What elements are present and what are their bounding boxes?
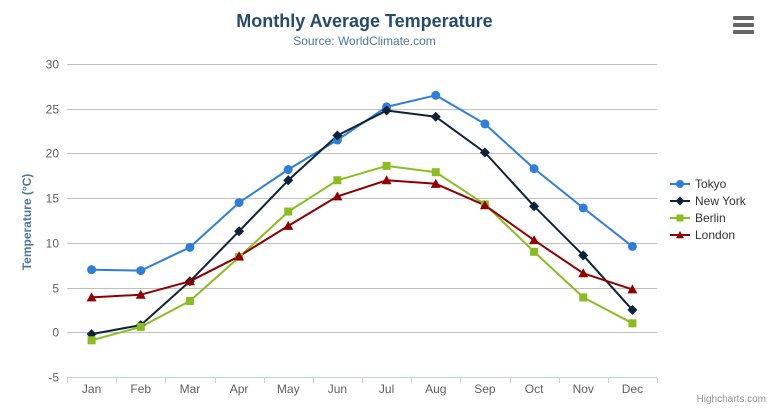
legend-marker-shape[interactable] (676, 214, 684, 221)
data-point-tokyo[interactable] (480, 119, 490, 129)
data-point-new-york[interactable] (578, 250, 589, 261)
data-point-berlin[interactable] (136, 322, 145, 331)
data-points (86, 90, 638, 345)
x-axis-tick-label: Jul (379, 382, 394, 396)
x-axis-tick-label: May (277, 382, 300, 396)
series-line-new-york[interactable] (90, 109, 634, 336)
data-point-berlin[interactable] (284, 207, 293, 216)
circle-legend-marker-icon (670, 179, 690, 188)
credits-link[interactable]: Highcharts.com (696, 394, 766, 405)
legend-label: Tokyo (695, 176, 727, 191)
data-point-london[interactable] (332, 191, 343, 201)
x-axis-tick-label: Jun (328, 382, 347, 396)
axis-labels: -5 0 5 10 15 20 25 30 Jan Feb Mar Apr May Jun Jul Aug Se… (46, 58, 643, 397)
data-point-london[interactable] (184, 276, 195, 286)
data-point-new-york[interactable] (529, 201, 540, 212)
x-axis-tick-label: Mar (180, 382, 201, 396)
data-point-london[interactable] (479, 200, 490, 210)
data-point-new-york[interactable] (430, 111, 441, 122)
data-point-berlin[interactable] (431, 168, 440, 177)
legend-item-new-york[interactable]: New York (670, 192, 746, 209)
triangle-legend-marker-icon (670, 230, 690, 238)
legend-label: Berlin (695, 210, 726, 225)
y-axis-tick-label: 0 (52, 326, 59, 340)
x-axis-tick-label: Sep (474, 382, 496, 396)
data-point-london[interactable] (381, 175, 392, 185)
x-axis-tick-label: Feb (130, 382, 151, 396)
data-point-berlin[interactable] (333, 176, 342, 185)
x-axis-tick-label: Dec (622, 382, 643, 396)
data-point-tokyo[interactable] (529, 164, 539, 174)
series-line-tokyo[interactable] (90, 94, 634, 272)
series-line-berlin[interactable] (90, 164, 634, 342)
data-point-new-york[interactable] (332, 130, 343, 141)
series-lines (90, 94, 634, 342)
y-axis-tick-label: 20 (46, 147, 60, 161)
legend-label: New York (695, 193, 746, 208)
data-point-berlin[interactable] (185, 296, 194, 305)
data-point-tokyo[interactable] (136, 266, 146, 276)
legend-item-tokyo[interactable]: Tokyo (670, 175, 746, 192)
data-point-new-york[interactable] (627, 304, 638, 315)
data-point-berlin[interactable] (87, 336, 96, 345)
data-point-berlin[interactable] (530, 247, 539, 256)
chart-title: Monthly Average Temperature (236, 11, 493, 31)
y-axis-tick-label: 30 (46, 58, 60, 72)
legend-marker-shape[interactable] (675, 196, 685, 205)
legend-item-berlin[interactable]: Berlin (670, 209, 746, 226)
data-point-tokyo[interactable] (185, 242, 195, 252)
data-point-new-york[interactable] (283, 175, 294, 186)
data-point-london[interactable] (627, 284, 638, 294)
legend-marker-shape[interactable] (676, 230, 684, 238)
y-axis-tick-label: 5 (52, 282, 59, 296)
chart-subtitle: Source: WorldClimate.com (293, 34, 436, 48)
export-menu-button[interactable] (733, 16, 755, 34)
y-axis-tick-label: -5 (48, 371, 59, 385)
y-axis-title: Temperature (°C) (20, 174, 34, 271)
data-point-tokyo[interactable] (87, 265, 97, 275)
x-axis-tick-label: Aug (425, 382, 446, 396)
data-point-london[interactable] (86, 292, 97, 302)
hamburger-icon (733, 16, 755, 34)
square-legend-marker-icon (670, 214, 690, 221)
axes (67, 377, 658, 383)
series-line-london[interactable] (90, 179, 634, 299)
data-point-new-york[interactable] (381, 105, 392, 116)
data-point-berlin[interactable] (628, 319, 637, 328)
diamond-legend-marker-icon (670, 196, 690, 205)
legend-marker-shape[interactable] (676, 179, 684, 188)
x-axis-tick-label: Nov (573, 382, 594, 396)
data-point-tokyo[interactable] (578, 203, 588, 213)
data-point-tokyo[interactable] (234, 198, 244, 208)
legend: Tokyo New York Berlin London (670, 175, 746, 243)
data-point-new-york[interactable] (234, 226, 245, 237)
y-axis-tick-label: 25 (46, 103, 60, 117)
x-axis-tick-label: Jan (82, 382, 101, 396)
data-point-berlin[interactable] (382, 161, 391, 170)
x-axis-tick-label: Apr (230, 382, 249, 396)
y-axis-tick-label: 10 (46, 237, 60, 251)
data-point-tokyo[interactable] (431, 90, 441, 100)
gridlines (67, 64, 657, 378)
legend-label: London (695, 227, 736, 242)
data-point-london[interactable] (135, 289, 146, 299)
data-point-tokyo[interactable] (283, 165, 293, 175)
data-point-london[interactable] (578, 268, 589, 278)
x-axis-tick-label: Oct (525, 382, 544, 396)
data-point-london[interactable] (529, 235, 540, 245)
data-point-tokyo[interactable] (627, 241, 637, 251)
y-axis-tick-label: 15 (46, 192, 60, 206)
data-point-london[interactable] (234, 251, 245, 261)
data-point-berlin[interactable] (579, 293, 588, 302)
data-point-london[interactable] (430, 178, 441, 188)
legend-item-london[interactable]: London (670, 226, 746, 243)
data-point-london[interactable] (283, 220, 294, 230)
data-point-new-york[interactable] (479, 147, 490, 158)
